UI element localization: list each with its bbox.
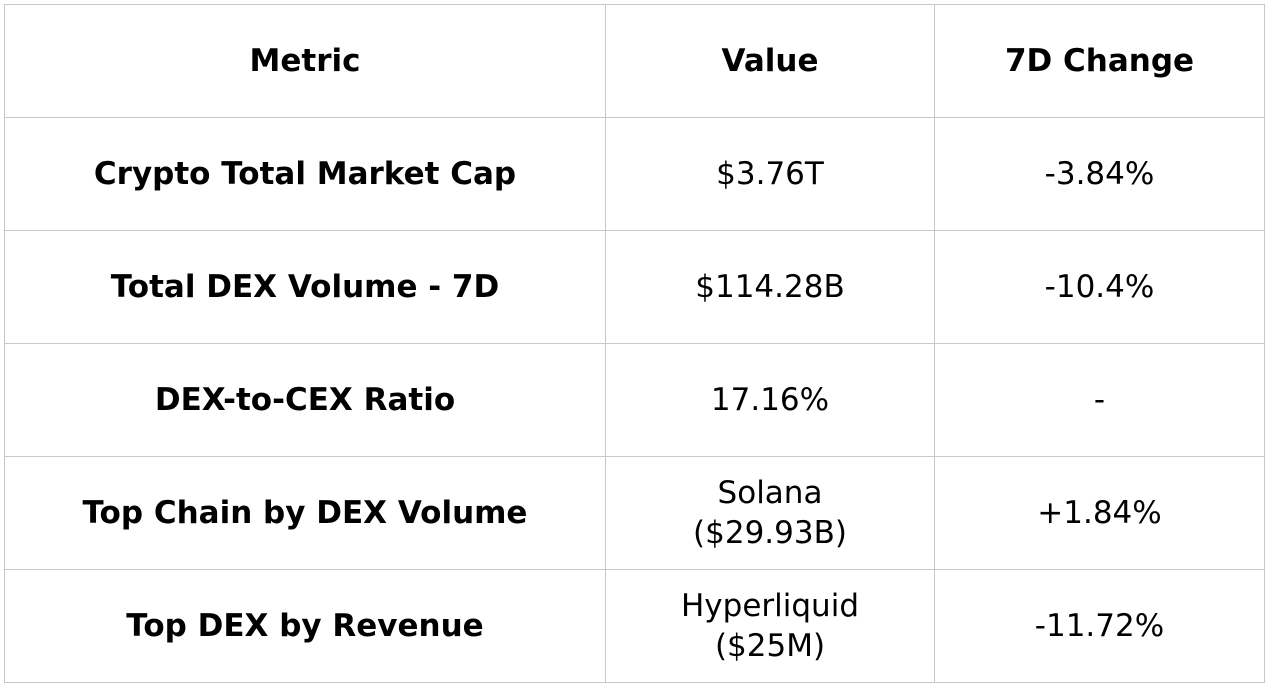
metric-cell: Top Chain by DEX Volume xyxy=(4,456,606,570)
table-row: Top DEX by Revenue Hyperliquid ($25M) -1… xyxy=(4,569,1265,683)
header-7d-change: 7D Change xyxy=(934,4,1265,118)
metric-cell: Total DEX Volume - 7D xyxy=(4,230,606,344)
table-row: Crypto Total Market Cap $3.76T -3.84% xyxy=(4,117,1265,231)
value-cell: Solana ($29.93B) xyxy=(605,456,935,570)
header-metric: Metric xyxy=(4,4,606,118)
change-cell: -3.84% xyxy=(934,117,1265,231)
value-cell: $114.28B xyxy=(605,230,935,344)
value-cell: Hyperliquid ($25M) xyxy=(605,569,935,683)
change-cell: -11.72% xyxy=(934,569,1265,683)
value-text: $114.28B xyxy=(695,269,845,305)
metrics-table: Metric Value 7D Change Crypto Total Mark… xyxy=(4,4,1265,683)
value-cell: $3.76T xyxy=(605,117,935,231)
value-text: 17.16% xyxy=(710,382,830,418)
table-header-row: Metric Value 7D Change xyxy=(4,4,1265,118)
metric-cell: Crypto Total Market Cap xyxy=(4,117,606,231)
metric-cell: Top DEX by Revenue xyxy=(4,569,606,683)
change-cell: - xyxy=(934,343,1265,457)
table-row: Top Chain by DEX Volume Solana ($29.93B)… xyxy=(4,456,1265,570)
table-row: Total DEX Volume - 7D $114.28B -10.4% xyxy=(4,230,1265,344)
header-value: Value xyxy=(605,4,935,118)
value-subtext: ($29.93B) xyxy=(693,515,847,551)
value-cell: 17.16% xyxy=(605,343,935,457)
value-text: Solana xyxy=(717,475,823,511)
metric-cell: DEX-to-CEX Ratio xyxy=(4,343,606,457)
value-text: $3.76T xyxy=(716,156,824,192)
value-text: Hyperliquid xyxy=(681,588,859,624)
value-subtext: ($25M) xyxy=(714,628,826,664)
table-row: DEX-to-CEX Ratio 17.16% - xyxy=(4,343,1265,457)
change-cell: +1.84% xyxy=(934,456,1265,570)
change-cell: -10.4% xyxy=(934,230,1265,344)
